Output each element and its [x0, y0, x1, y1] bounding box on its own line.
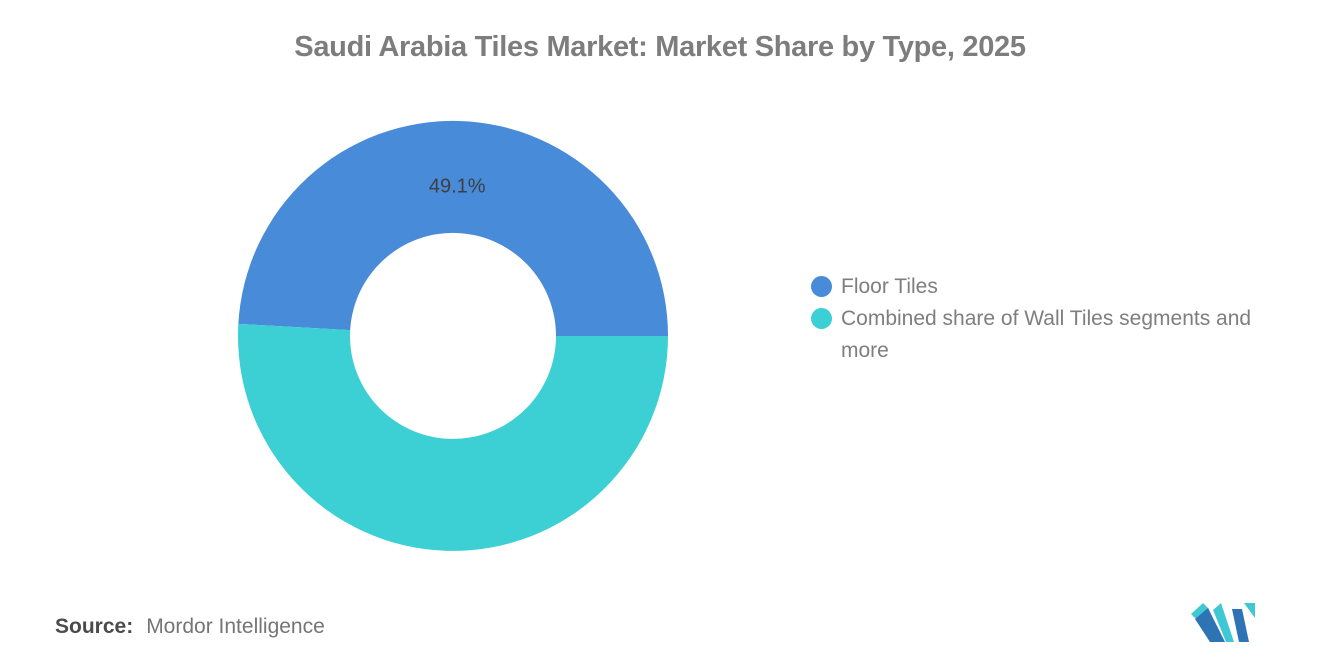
source-label: Source: [55, 615, 134, 638]
donut-slice-0[interactable] [238, 120, 668, 336]
legend-marker-wall-tiles-icon [811, 308, 832, 329]
donut-chart-area [233, 116, 673, 556]
legend-label-floor-tiles: Floor Tiles [841, 275, 938, 298]
donut-chart [237, 120, 668, 551]
source-row: Source: Mordor Intelligence [55, 615, 325, 639]
source-value: Mordor Intelligence [146, 615, 325, 638]
legend-item-wall-tiles[interactable]: Combined share of Wall Tiles segments an… [811, 303, 1291, 367]
chart-title: Saudi Arabia Tiles Market: Market Share … [294, 31, 1026, 63]
donut-slice-1[interactable] [237, 323, 668, 551]
legend: Floor Tiles Combined share of Wall Tiles… [811, 271, 1291, 367]
legend-item-floor-tiles[interactable]: Floor Tiles [811, 271, 1291, 303]
legend-label-wall-tiles: Combined share of Wall Tiles segments an… [841, 307, 1252, 362]
legend-marker-floor-tiles-icon [811, 276, 832, 297]
slice-data-label: 49.1% [428, 175, 486, 198]
mordor-intelligence-logo [1191, 603, 1255, 642]
